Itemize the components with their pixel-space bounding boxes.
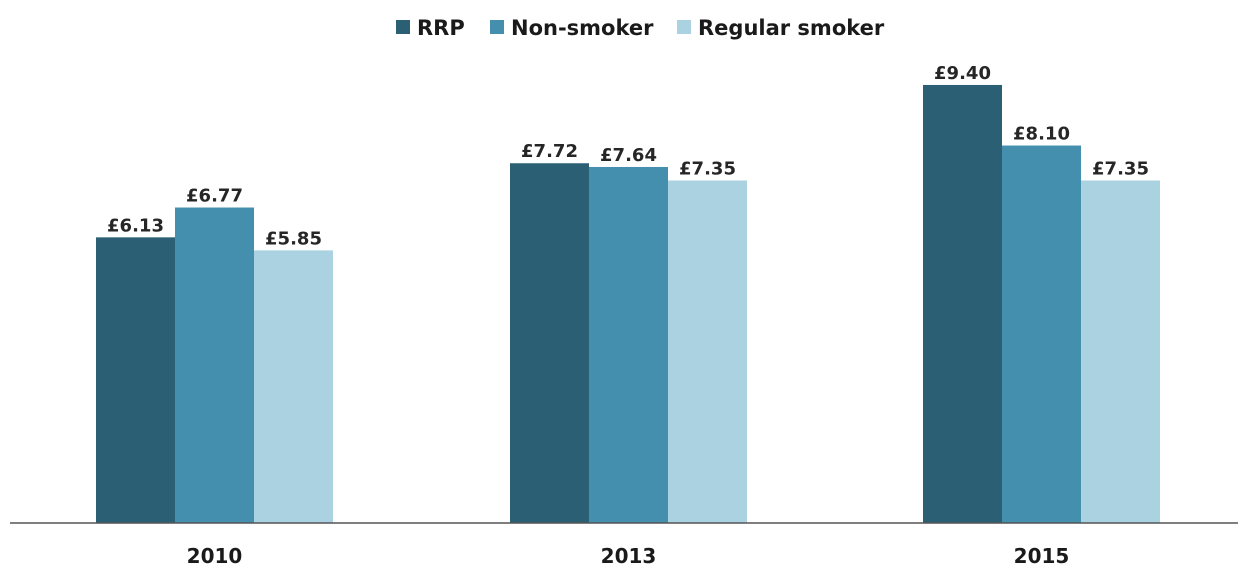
legend-item-0: RRP — [396, 16, 465, 40]
legend-label-2: Regular smoker — [698, 16, 885, 40]
bar-2015-2 — [1081, 180, 1160, 524]
bar-2010-0 — [96, 237, 175, 524]
value-label-2010-1: £6.77 — [186, 186, 243, 207]
value-label-2015-1: £8.10 — [1013, 124, 1070, 145]
value-label-2010-0: £6.13 — [107, 215, 164, 236]
legend: RRP Non-smoker Regular smoker — [396, 16, 885, 40]
value-label-2015-0: £9.40 — [934, 63, 991, 84]
legend-swatch-0 — [396, 20, 410, 34]
legend-swatch-1 — [490, 20, 504, 34]
category-labels: 2010 2013 2015 — [187, 544, 1070, 566]
bar-2010-1 — [175, 207, 254, 523]
value-label-2013-1: £7.64 — [600, 145, 657, 166]
category-label-2013: 2013 — [601, 544, 657, 566]
value-labels: £6.13 £6.77 £5.85 £7.72 £7.64 £7.35 £9.40 £8.10… — [107, 63, 1149, 249]
legend-item-2: Regular smoker — [677, 16, 885, 40]
bar-2015-1 — [1002, 145, 1081, 524]
bars — [96, 84, 1160, 524]
legend-label-1: Non-smoker — [511, 16, 654, 40]
bar-2015-0 — [923, 84, 1002, 524]
category-label-2010: 2010 — [187, 544, 243, 566]
value-label-2013-0: £7.72 — [521, 141, 578, 162]
value-label-2010-2: £5.85 — [265, 228, 322, 249]
bar-2010-2 — [254, 250, 333, 523]
legend-item-1: Non-smoker — [490, 16, 654, 40]
bar-2013-2 — [668, 180, 747, 524]
bar-2013-0 — [510, 163, 589, 524]
bar-2013-1 — [589, 166, 668, 523]
value-label-2015-2: £7.35 — [1092, 158, 1149, 179]
legend-label-0: RRP — [417, 16, 465, 40]
legend-swatch-2 — [677, 20, 691, 34]
value-label-2013-2: £7.35 — [679, 158, 736, 179]
category-label-2015: 2015 — [1014, 544, 1070, 566]
